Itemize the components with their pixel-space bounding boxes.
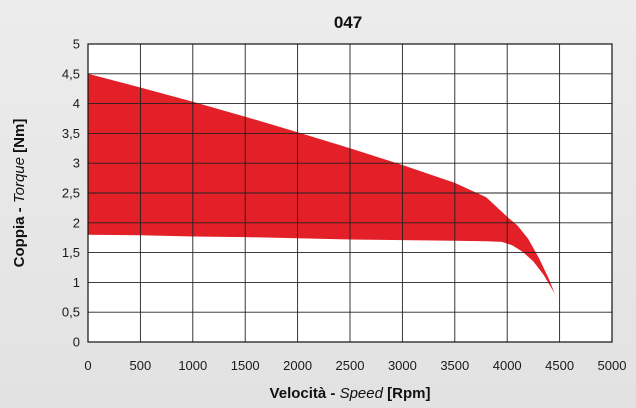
x-tick-label: 2000 [283, 358, 312, 373]
y-tick-label: 5 [73, 37, 80, 52]
torque-envelope-area [88, 73, 560, 307]
y-tick-label: 2,5 [62, 186, 80, 201]
x-tick-label: 1000 [178, 358, 207, 373]
x-tick-label: 5000 [598, 358, 627, 373]
x-tick-label: 0 [84, 358, 91, 373]
y-tick-label: 1 [73, 275, 80, 290]
y-tick-label: 4 [73, 96, 80, 111]
plot-frame [87, 43, 613, 343]
x-tick-label: 2500 [336, 358, 365, 373]
x-tick-labels: 0 500 1000 1500 2000 2500 3000 3500 4000 4500 5000 [84, 358, 626, 373]
y-tick-label: 3,5 [62, 126, 80, 141]
x-tick-label: 1500 [231, 358, 260, 373]
x-axis-label: Velocità - Speed [Rpm] [270, 385, 431, 402]
y-tick-label: 0,5 [62, 305, 80, 320]
x-tick-label: 3500 [440, 358, 469, 373]
chart-title: 047 [334, 13, 362, 32]
y-tick-label: 2 [73, 215, 80, 230]
y-axis-label: Coppia - Torque [Nm] [11, 119, 28, 268]
y-tick-label: 3 [73, 156, 80, 171]
x-tick-label: 500 [130, 358, 152, 373]
y-tick-label: 4,5 [62, 66, 80, 81]
x-tick-label: 4500 [545, 358, 574, 373]
y-tick-label: 1,5 [62, 245, 80, 260]
y-tick-label: 0 [73, 335, 80, 350]
x-tick-label: 4000 [493, 358, 522, 373]
y-tick-labels: 0 0,5 1 1,5 2 2,5 3 3,5 4 4,5 5 [62, 37, 80, 350]
x-tick-label: 3000 [388, 358, 417, 373]
